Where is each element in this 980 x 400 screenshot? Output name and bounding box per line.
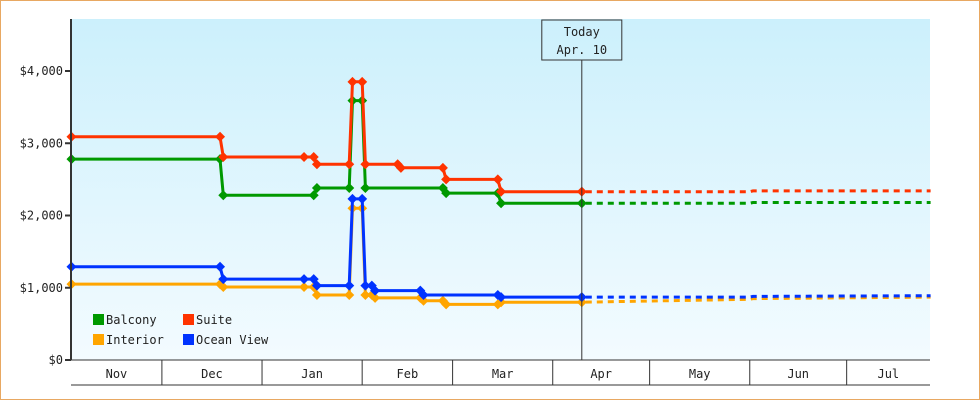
data-point-interior <box>360 289 371 300</box>
data-point-interior <box>418 295 429 306</box>
y-tick-label: $2,000 <box>20 209 63 223</box>
today-date: Apr. 10 <box>557 43 608 57</box>
x-tick-label: Jul <box>877 367 899 381</box>
data-point-balcony <box>308 190 319 201</box>
data-point-suite <box>299 151 310 162</box>
data-point-interior <box>496 297 507 308</box>
data-point-ocean-view <box>215 261 226 272</box>
forecast-line-suite <box>581 189 931 194</box>
y-tick-label: $1,000 <box>20 281 63 295</box>
data-point-ocean-view <box>370 285 381 296</box>
data-point-ocean-view <box>357 193 368 204</box>
data-point-interior <box>311 289 322 300</box>
data-point-interior <box>441 299 452 310</box>
legend-label-interior: Interior <box>106 333 164 347</box>
y-tick-label: $4,000 <box>20 64 63 78</box>
legend-swatch-balcony <box>93 314 104 325</box>
x-tick-label: Apr <box>590 367 612 381</box>
legend-swatch-interior <box>93 334 104 345</box>
data-point-suite <box>308 151 319 162</box>
data-point-suite <box>347 76 358 87</box>
data-point-balcony <box>218 190 229 201</box>
data-point-interior <box>370 292 381 303</box>
data-point-suite <box>218 151 229 162</box>
legend-label-suite: Suite <box>196 313 232 327</box>
data-point-balcony <box>441 188 452 199</box>
data-point-suite <box>492 174 503 185</box>
forecast-line-balcony <box>581 201 931 205</box>
data-point-ocean-view <box>360 280 371 291</box>
data-point-suite <box>496 186 507 197</box>
data-point-balcony <box>344 183 355 194</box>
legend-label-balcony: Balcony <box>106 313 157 327</box>
data-point-suite <box>357 76 368 87</box>
legend-swatch-suite <box>183 314 194 325</box>
data-point-balcony <box>311 183 322 194</box>
x-tick-label: Mar <box>492 367 514 381</box>
data-point-interior <box>344 289 355 300</box>
x-tick-label: Feb <box>397 367 419 381</box>
data-point-suite <box>344 159 355 170</box>
y-tick-label: $3,000 <box>20 136 63 150</box>
x-tick-label: Jun <box>787 367 809 381</box>
data-point-suite <box>360 159 371 170</box>
x-tick-label: Jan <box>301 367 323 381</box>
today-label: Today <box>564 25 600 39</box>
data-point-ocean-view <box>344 280 355 291</box>
x-tick-label: Dec <box>201 367 223 381</box>
forecast-line-ocean-view <box>581 294 931 299</box>
forecast-line-interior <box>581 295 931 304</box>
data-point-suite <box>441 174 452 185</box>
data-point-ocean-view <box>347 193 358 204</box>
data-point-suite <box>311 159 322 170</box>
data-point-ocean-view <box>496 292 507 303</box>
data-point-ocean-view <box>299 274 310 285</box>
x-tick-label: May <box>689 367 711 381</box>
data-point-balcony <box>360 183 371 194</box>
data-point-suite <box>215 131 226 142</box>
data-point-balcony <box>496 198 507 209</box>
legend-swatch-ocean-view <box>183 334 194 345</box>
data-point-ocean-view <box>418 289 429 300</box>
data-point-suite <box>437 162 448 173</box>
data-point-ocean-view <box>311 280 322 291</box>
x-tick-label: Nov <box>106 367 128 381</box>
data-point-interior <box>299 282 310 293</box>
data-point-suite <box>395 162 406 173</box>
data-point-ocean-view <box>218 274 229 285</box>
y-tick-label: $0 <box>49 353 63 367</box>
data-point-interior <box>218 282 229 293</box>
today-label-box <box>541 19 623 61</box>
legend-label-ocean-view: Ocean View <box>196 333 269 347</box>
